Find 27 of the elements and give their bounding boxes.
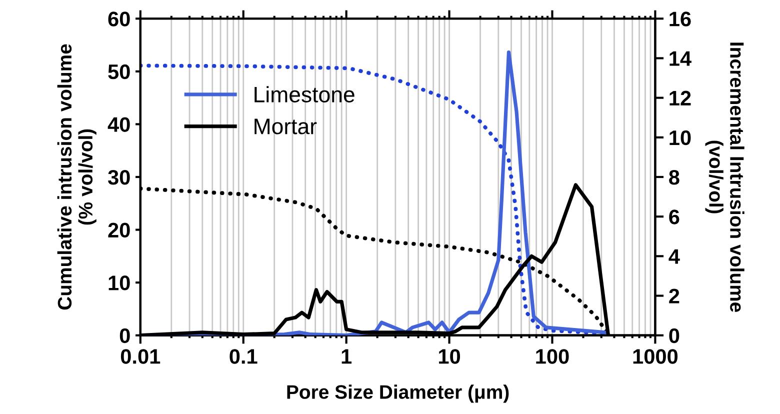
y-axis-title: Cumulative intrusion volume (% vol/vol)	[57, 44, 96, 310]
x-tick-label: 1000	[633, 349, 678, 364]
x-tick-label: 10	[439, 349, 460, 364]
x-axis-title: Pore Size Diameter (μm)	[287, 384, 509, 403]
y2-tick-label: 0	[669, 328, 680, 344]
x-tick-label: 1	[342, 349, 352, 364]
y-tick-label: 0	[120, 328, 130, 344]
x-tick-label: 0.01	[120, 349, 160, 364]
y2-tick-label: 10	[670, 130, 691, 146]
x-tick-label: 100	[536, 349, 569, 364]
x-tick-label: 0.1	[230, 349, 258, 364]
y2-tick-label: 8	[669, 170, 680, 185]
y-tick-label: 40	[108, 117, 130, 132]
y-tick-label: 20	[108, 222, 130, 238]
y2-axis-title: Incremental Intrusion volume (vol/vol)	[705, 42, 744, 312]
y2-tick-label: 16	[670, 12, 691, 26]
y2-tick-label: 4	[668, 249, 680, 264]
y2-tick-label: 2	[669, 288, 680, 304]
legend-label: Limestone	[254, 86, 354, 102]
y-tick-label: 50	[108, 64, 130, 80]
y-tick-label: 60	[108, 12, 130, 26]
y2-tick-label: 12	[670, 90, 691, 106]
y2-tick-label: 6	[669, 210, 680, 224]
y2-tick-label: 14	[670, 51, 692, 66]
y-tick-label: 30	[108, 170, 130, 185]
y-tick-label: 10	[108, 276, 130, 290]
legend-label: Mortar	[254, 118, 317, 134]
